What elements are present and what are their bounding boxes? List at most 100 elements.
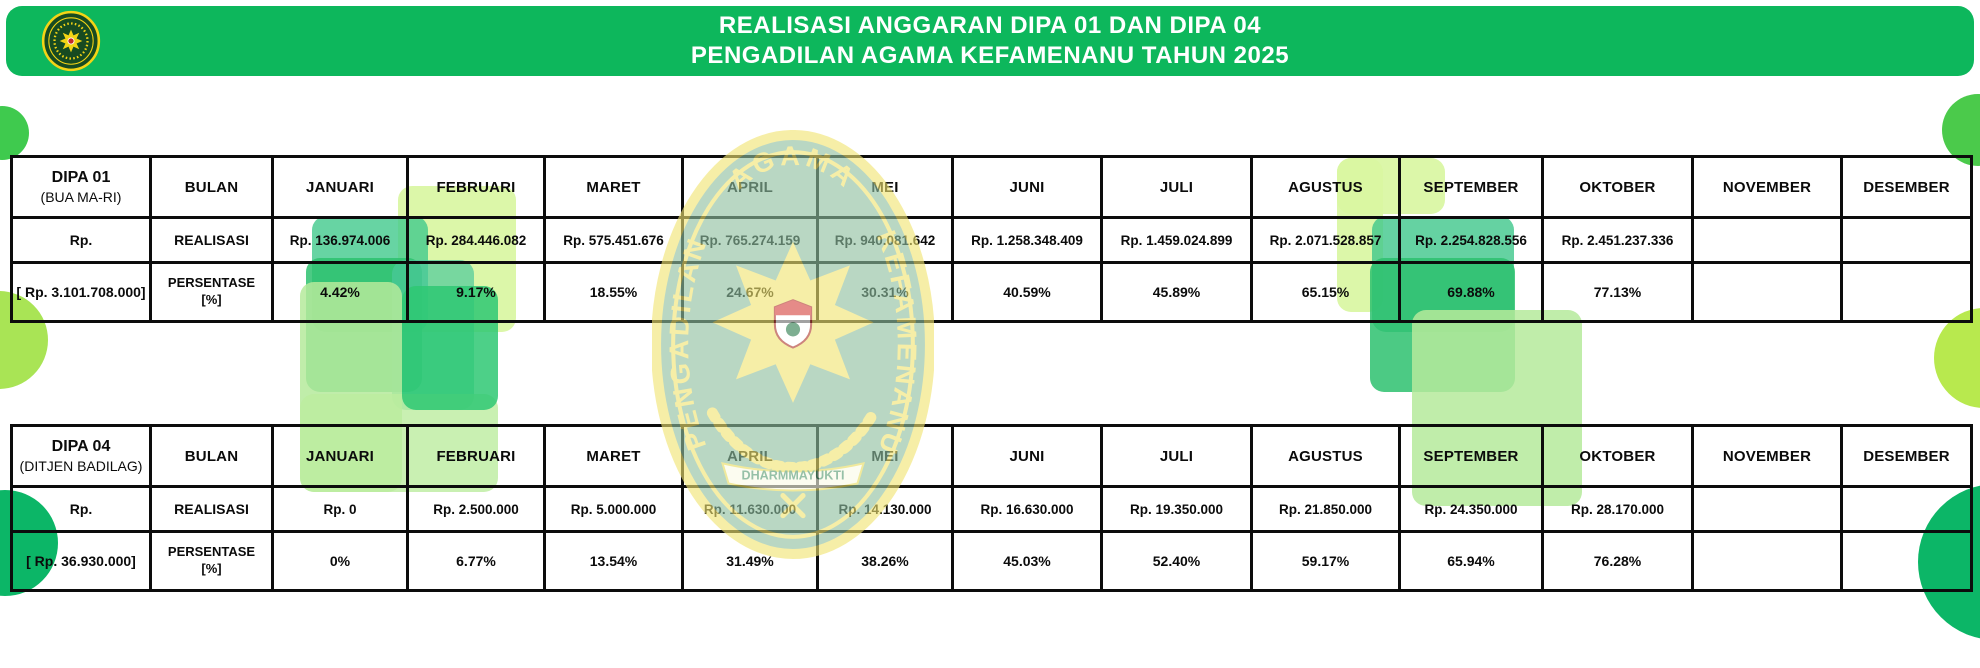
dipa04-table: DIPA 04 (DITJEN BADILAG) BULAN JANUARI F… [10, 424, 1973, 592]
realisasi-value-cell: Rp. 0 [271, 485, 409, 533]
persentase-value-cell: 4.42% [271, 261, 409, 323]
dipa04-name: DIPA 04 [51, 438, 111, 455]
dipa04-subname: (DITJEN BADILAG) [19, 458, 143, 474]
persentase-value-cell: 0% [271, 530, 409, 592]
persentase-value-cell: 40.59% [951, 261, 1103, 323]
table-row: Rp. REALISASI Rp. 136.974.006 Rp. 284.44… [10, 216, 1973, 264]
dipa01-table: DIPA 01 (BUA MA-RI) BULAN JANUARI FEBRUA… [10, 155, 1973, 323]
persentase-value-cell: 45.89% [1100, 261, 1253, 323]
persentase-value-cell: 18.55% [543, 261, 684, 323]
persentase-value-cell: 9.17% [406, 261, 546, 323]
dipa01-name: DIPA 01 [51, 169, 111, 186]
realisasi-value-cell: Rp. 575.451.676 [543, 216, 684, 264]
realisasi-value-cell [1691, 485, 1843, 533]
realisasi-value-cell: Rp. 2.500.000 [406, 485, 546, 533]
realisasi-label-cell: REALISASI [149, 485, 274, 533]
persentase-label-cell: PERSENTASE [%] [149, 261, 274, 323]
realisasi-value-cell: Rp. 5.000.000 [543, 485, 684, 533]
realisasi-value-cell: Rp. 2.451.237.336 [1541, 216, 1694, 264]
decor-circle-right-mid [1934, 308, 1980, 408]
persentase-value-cell: 69.88% [1398, 261, 1544, 323]
persentase-value-cell: 59.17% [1250, 530, 1401, 592]
realisasi-value-cell [1840, 485, 1973, 533]
month-header-cell: APRIL [681, 424, 819, 488]
month-header-cell: OKTOBER [1541, 424, 1694, 488]
month-header-cell: MARET [543, 155, 684, 219]
realisasi-value-cell: Rp. 284.446.082 [406, 216, 546, 264]
budget-cell: [ Rp. 36.930.000] [10, 530, 152, 592]
realisasi-value-cell: Rp. 2.254.828.556 [1398, 216, 1544, 264]
month-header-cell: JANUARI [271, 424, 409, 488]
persentase-value-cell: 30.31% [816, 261, 954, 323]
persentase-label: PERSENTASE [167, 275, 256, 291]
month-header-cell: JANUARI [271, 155, 409, 219]
persentase-value-cell: 24.67% [681, 261, 819, 323]
bulan-header-cell: BULAN [149, 155, 274, 219]
month-header-cell: JUNI [951, 424, 1103, 488]
dipa04-title-cell: DIPA 04 (DITJEN BADILAG) [10, 424, 152, 488]
month-header-cell: MEI [816, 424, 954, 488]
persentase-value-cell: 38.26% [816, 530, 954, 592]
month-header-cell: APRIL [681, 155, 819, 219]
persentase-value-cell: 45.03% [951, 530, 1103, 592]
persentase-unit: [%] [201, 561, 222, 576]
persentase-label: PERSENTASE [167, 544, 256, 560]
persentase-value-cell: 65.15% [1250, 261, 1401, 323]
table-row: Rp. REALISASI Rp. 0 Rp. 2.500.000 Rp. 5.… [10, 485, 1973, 533]
realisasi-value-cell: Rp. 1.258.348.409 [951, 216, 1103, 264]
realisasi-value-cell [1691, 216, 1843, 264]
month-header-cell: FEBRUARI [406, 155, 546, 219]
realisasi-value-cell: Rp. 21.850.000 [1250, 485, 1401, 533]
month-header-cell: DESEMBER [1840, 155, 1973, 219]
table-row: DIPA 04 (DITJEN BADILAG) BULAN JANUARI F… [10, 424, 1973, 488]
month-header-cell: JULI [1100, 155, 1253, 219]
realisasi-value-cell: Rp. 136.974.006 [271, 216, 409, 264]
persentase-value-cell: 76.28% [1541, 530, 1694, 592]
month-header-cell: NOVEMBER [1691, 155, 1843, 219]
realisasi-value-cell: Rp. 16.630.000 [951, 485, 1103, 533]
persentase-value-cell: 31.49% [681, 530, 819, 592]
realisasi-value-cell: Rp. 2.071.528.857 [1250, 216, 1401, 264]
persentase-value-cell [1691, 261, 1843, 323]
realisasi-value-cell: Rp. 11.630.000 [681, 485, 819, 533]
budget-cell: [ Rp. 3.101.708.000] [10, 261, 152, 323]
persentase-value-cell: 13.54% [543, 530, 684, 592]
month-header-cell: JUNI [951, 155, 1103, 219]
persentase-value-cell: 65.94% [1398, 530, 1544, 592]
dipa01-title-cell: DIPA 01 (BUA MA-RI) [10, 155, 152, 219]
month-header-cell: SEPTEMBER [1398, 424, 1544, 488]
persentase-unit: [%] [201, 292, 222, 307]
realisasi-value-cell: Rp. 19.350.000 [1100, 485, 1253, 533]
realisasi-label-cell: REALISASI [149, 216, 274, 264]
persentase-value-cell: 6.77% [406, 530, 546, 592]
month-header-cell: FEBRUARI [406, 424, 546, 488]
table-row: [ Rp. 36.930.000] PERSENTASE [%] 0% 6.77… [10, 530, 1973, 592]
table-row: [ Rp. 3.101.708.000] PERSENTASE [%] 4.42… [10, 261, 1973, 323]
month-header-cell: OKTOBER [1541, 155, 1694, 219]
month-header-cell: MEI [816, 155, 954, 219]
realisasi-value-cell [1840, 216, 1973, 264]
decor-circle-left-top [0, 106, 29, 160]
table-row: DIPA 01 (BUA MA-RI) BULAN JANUARI FEBRUA… [10, 155, 1973, 219]
month-header-cell: AGUSTUS [1250, 155, 1401, 219]
persentase-value-cell: 52.40% [1100, 530, 1253, 592]
persentase-value-cell [1691, 530, 1843, 592]
dipa01-subname: (BUA MA-RI) [40, 189, 122, 205]
month-header-cell: DESEMBER [1840, 424, 1973, 488]
month-header-cell: JULI [1100, 424, 1253, 488]
realisasi-value-cell: Rp. 28.170.000 [1541, 485, 1694, 533]
persentase-value-cell: 77.13% [1541, 261, 1694, 323]
bulan-header-cell: BULAN [149, 424, 274, 488]
header-banner: REALISASI ANGGARAN DIPA 01 DAN DIPA 04 P… [6, 6, 1974, 76]
court-emblem-logo-icon [41, 10, 101, 72]
persentase-label-cell: PERSENTASE [%] [149, 530, 274, 592]
realisasi-value-cell: Rp. 1.459.024.899 [1100, 216, 1253, 264]
month-header-cell: AGUSTUS [1250, 424, 1401, 488]
realisasi-value-cell: Rp. 765.274.159 [681, 216, 819, 264]
page-title-line1: REALISASI ANGGARAN DIPA 01 DAN DIPA 04 [718, 12, 1262, 39]
persentase-value-cell [1840, 530, 1973, 592]
rp-label-cell: Rp. [10, 485, 152, 533]
month-header-cell: SEPTEMBER [1398, 155, 1544, 219]
month-header-cell: MARET [543, 424, 684, 488]
realisasi-value-cell: Rp. 940.081.642 [816, 216, 954, 264]
